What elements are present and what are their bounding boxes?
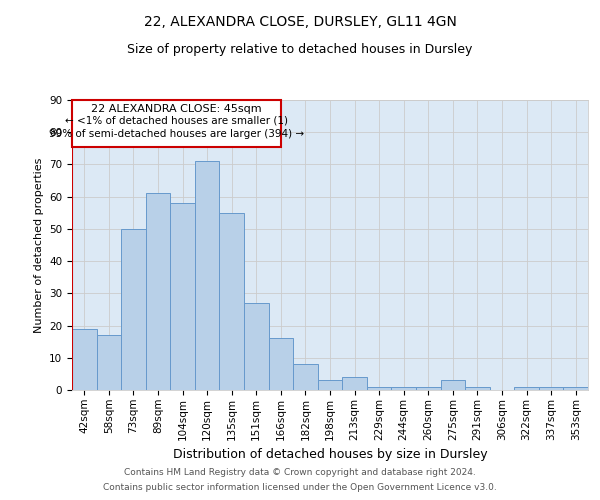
Y-axis label: Number of detached properties: Number of detached properties (34, 158, 44, 332)
Bar (244, 303, 269, 390)
Bar (293, 364, 318, 390)
Text: 22, ALEXANDRA CLOSE, DURSLEY, GL11 4GN: 22, ALEXANDRA CLOSE, DURSLEY, GL11 4GN (143, 15, 457, 29)
Bar (342, 377, 367, 390)
Bar (220, 213, 244, 390)
Text: Contains public sector information licensed under the Open Government Licence v3: Contains public sector information licen… (103, 483, 497, 492)
Bar (367, 387, 391, 390)
Bar (514, 387, 539, 390)
Bar (318, 380, 342, 390)
Bar (97, 335, 121, 390)
X-axis label: Distribution of detached houses by size in Dursley: Distribution of detached houses by size … (173, 448, 487, 461)
Bar (465, 387, 490, 390)
Bar (416, 387, 440, 390)
Text: Size of property relative to detached houses in Dursley: Size of property relative to detached ho… (127, 42, 473, 56)
Text: 22 ALEXANDRA CLOSE: 45sqm: 22 ALEXANDRA CLOSE: 45sqm (91, 104, 262, 114)
Bar (269, 338, 293, 390)
Bar (121, 229, 146, 390)
Bar (146, 194, 170, 390)
Bar (539, 387, 563, 390)
Bar (72, 329, 97, 390)
Text: 99% of semi-detached houses are larger (394) →: 99% of semi-detached houses are larger (… (49, 129, 304, 139)
Bar (440, 380, 465, 390)
Text: Contains HM Land Registry data © Crown copyright and database right 2024.: Contains HM Land Registry data © Crown c… (124, 468, 476, 477)
Bar (391, 387, 416, 390)
Bar (563, 387, 588, 390)
Bar (72, 100, 281, 146)
Text: ← <1% of detached houses are smaller (1): ← <1% of detached houses are smaller (1) (65, 116, 288, 126)
Bar (170, 203, 195, 390)
Bar (195, 161, 220, 390)
